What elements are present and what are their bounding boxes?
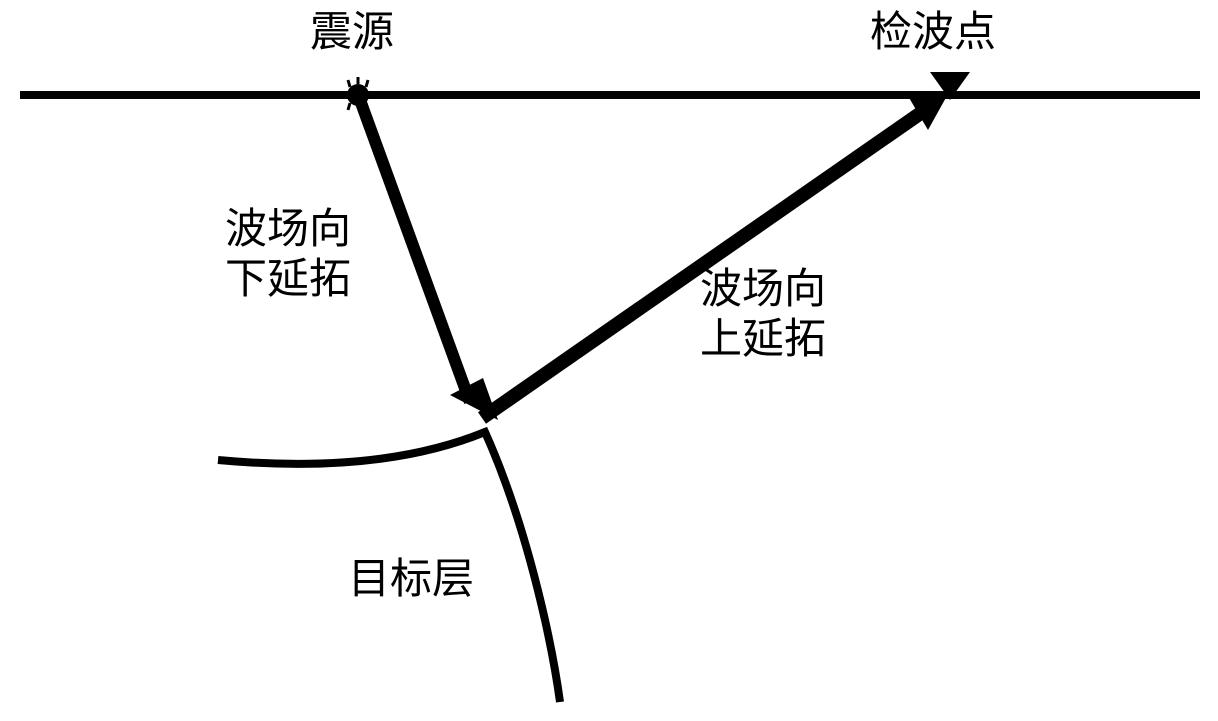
source-label: 震源	[310, 8, 394, 58]
target-layer-label: 目标层	[348, 555, 474, 605]
seismic-diagram: 震源 检波点 波场向 下延拓 波场向 上延拓 目标层	[0, 0, 1218, 716]
downward-wave-arrow	[360, 100, 470, 402]
upward-wave-label: 波场向 上延拓	[700, 265, 826, 366]
diagram-svg	[0, 0, 1218, 716]
receiver-label: 检波点	[870, 8, 996, 58]
downward-wave-label: 波场向 下延拓	[225, 205, 351, 306]
upward-wave-arrow	[482, 108, 928, 418]
